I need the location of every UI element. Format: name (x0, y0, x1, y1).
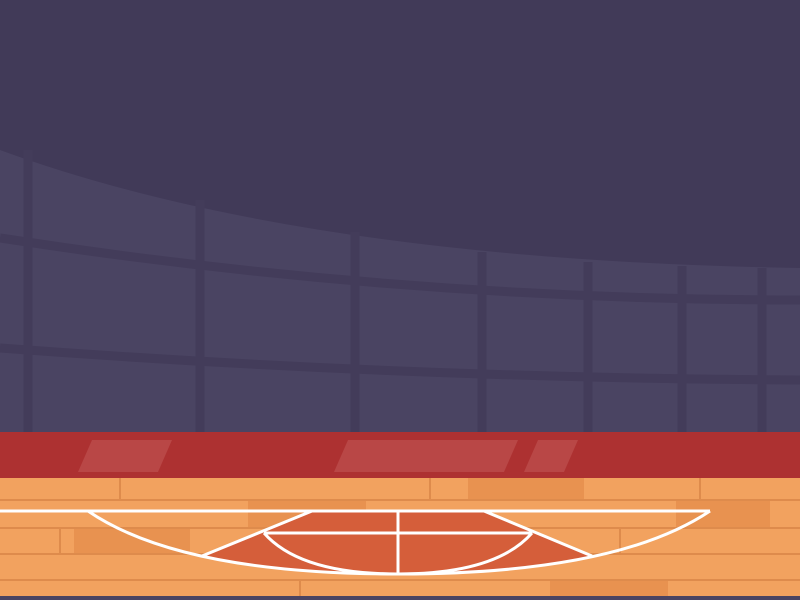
banner-highlights (78, 440, 578, 472)
floor-edge (0, 596, 800, 600)
court-lines (0, 509, 711, 576)
stands-grid (0, 150, 800, 440)
